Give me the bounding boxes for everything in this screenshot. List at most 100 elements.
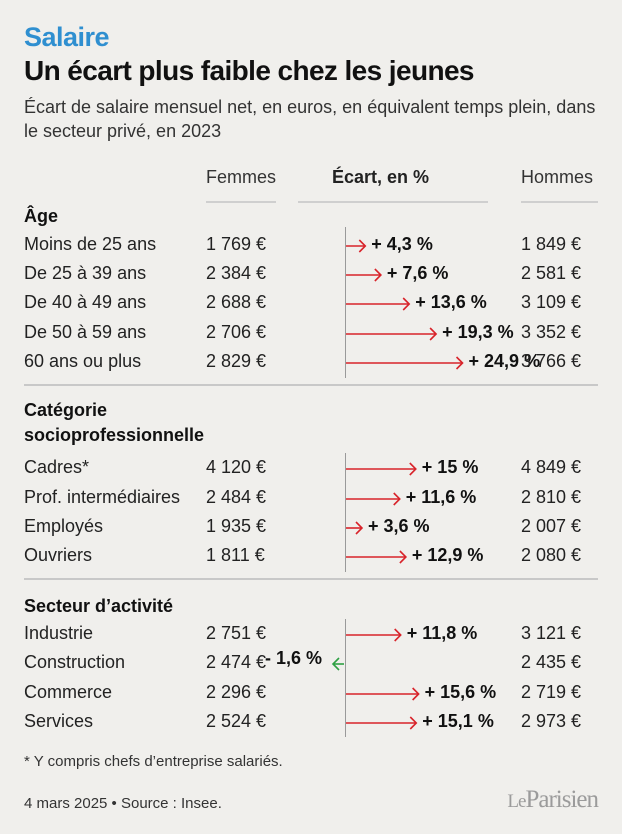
table-row: Construction 2 474 € - 1,6 % 2 435 € — [0, 648, 622, 678]
hommes-value: 1 849 € — [521, 234, 582, 254]
arrow-head — [402, 297, 411, 311]
chart-subtitle: Écart de salaire mensuel net, en euros, … — [24, 97, 596, 141]
row-label: Commerce — [24, 682, 113, 702]
ecart-label: + 13,6 % — [415, 292, 487, 312]
ecart-arrow — [346, 521, 364, 535]
table-row: Commerce 2 296 € + 15,6 % 2 719 € — [0, 678, 622, 708]
hommes-value: 3 109 € — [521, 292, 582, 312]
section-separator — [24, 384, 598, 386]
ecart-label: + 24,9 % — [468, 351, 541, 371]
hommes-value: 4 849 € — [521, 457, 582, 477]
arrow-head — [374, 268, 383, 282]
table-row: De 25 à 39 ans 2 384 € + 7,6 % 2 581 € — [0, 259, 622, 289]
section-heading: Catégorie socioprofessionnelle — [24, 400, 205, 445]
hommes-value: 3 766 € — [521, 351, 582, 371]
ecart-arrow — [346, 492, 401, 506]
femmes-value: 2 484 € — [206, 487, 267, 507]
table-row: Ouvriers 1 811 € + 12,9 % 2 080 € — [0, 541, 622, 571]
section-heading: Secteur d’activité — [24, 596, 174, 616]
hommes-value: 2 581 € — [521, 263, 582, 283]
ecart-label: + 15,6 % — [424, 682, 497, 702]
column-header-femmes: Femmes — [206, 167, 277, 187]
ecart-label: + 12,9 % — [411, 545, 484, 565]
column-header-hommes: Hommes — [521, 167, 594, 187]
zero-axis-line — [345, 453, 346, 572]
ecart-arrow — [346, 327, 438, 341]
hommes-value: 2 007 € — [521, 516, 582, 536]
ecart-label: + 3,6 % — [367, 516, 430, 536]
table-row: Employés 1 935 € + 3,6 % 2 007 € — [0, 512, 622, 542]
hommes-value: 2 810 € — [521, 487, 582, 507]
ecart-label: + 7,6 % — [386, 263, 449, 283]
row-label: Prof. intermédiaires — [24, 487, 181, 507]
table-row: Services 2 524 € + 15,1 % 2 973 € — [0, 707, 622, 737]
ecart-label: + 11,6 % — [405, 487, 477, 507]
table-row: Prof. intermédiaires 2 484 € + 11,6 % 2 810… — [0, 483, 622, 513]
zero-axis-line — [345, 619, 346, 737]
table-row: De 50 à 59 ans 2 706 € + 19,3 % 3 352 € — [0, 318, 622, 348]
row-label: Employés — [24, 516, 104, 536]
ecart-arrow — [346, 297, 411, 311]
ecart-arrow — [331, 657, 344, 671]
femmes-value: 2 751 € — [206, 623, 267, 643]
row-label: De 50 à 59 ans — [24, 322, 147, 342]
arrow-head — [355, 521, 364, 535]
arrow-head — [331, 657, 340, 671]
hommes-value: 2 435 € — [521, 652, 582, 672]
table-row: Cadres* 4 120 € + 15 % 4 849 € — [0, 453, 622, 483]
ecart-arrow — [346, 716, 418, 730]
femmes-value: 2 524 € — [206, 711, 267, 731]
arrow-head — [394, 628, 402, 642]
le-parisien-logo: LeParisien — [507, 786, 599, 813]
ecart-arrow — [346, 628, 402, 642]
ecart-arrow — [346, 687, 420, 701]
femmes-value: 1 769 € — [206, 234, 267, 254]
arrow-head — [409, 462, 417, 476]
femmes-value: 4 120 € — [206, 457, 267, 477]
arrow-head — [358, 239, 367, 253]
row-label: Industrie — [24, 623, 94, 643]
ecart-arrow — [346, 239, 367, 253]
ecart-label: + 19,3 % — [442, 322, 514, 342]
ecart-label: + 11,8 % — [406, 623, 478, 643]
arrow-head — [429, 327, 438, 341]
arrow-head — [409, 716, 418, 730]
section-heading: Âge — [24, 206, 59, 226]
femmes-value: 2 829 € — [206, 351, 267, 371]
femmes-value: 2 296 € — [206, 682, 267, 702]
table-row: De 40 à 49 ans 2 688 € + 13,6 % 3 109 € — [0, 288, 622, 318]
ecart-label: + 4,3 % — [371, 234, 433, 254]
arrow-head — [455, 356, 464, 370]
ecart-arrow — [346, 462, 417, 476]
hommes-value: 3 121 € — [521, 623, 582, 643]
table-row: 60 ans ou plus 2 829 € + 24,9 % 3 766 € — [0, 347, 622, 377]
ecart-label: + 15,1 % — [422, 711, 494, 731]
row-label: De 25 à 39 ans — [24, 263, 147, 283]
hommes-value: 2 080 € — [521, 545, 582, 565]
ecart-arrow — [346, 268, 383, 282]
arrow-head — [399, 550, 408, 564]
hommes-value: 3 352 € — [521, 322, 582, 342]
table-row: Industrie 2 751 € + 11,8 % 3 121 € — [0, 619, 622, 649]
row-label: Services — [24, 711, 94, 731]
ecart-label: - 1,6 % — [265, 648, 323, 668]
column-rule-femmes — [206, 201, 276, 203]
row-label: Moins de 25 ans — [24, 234, 157, 254]
column-rule-ecart — [298, 201, 488, 203]
femmes-value: 2 384 € — [206, 263, 267, 283]
arrow-head — [412, 687, 420, 701]
row-label: Cadres* — [24, 457, 90, 477]
row-label: Ouvriers — [24, 545, 93, 565]
ecart-label: + 15 % — [421, 457, 479, 477]
table-row: Moins de 25 ans 1 769 € + 4,3 % 1 849 € — [0, 230, 622, 260]
zero-axis-line — [345, 227, 346, 378]
femmes-value: 2 706 € — [206, 322, 267, 342]
source-line: 4 mars 2025 • Source : Insee. — [24, 795, 222, 812]
section-separator — [24, 578, 598, 580]
kicker: Salaire — [24, 22, 110, 52]
arrow-head — [393, 492, 401, 506]
footnote: * Y compris chefs d’entreprise salariés. — [24, 753, 283, 770]
femmes-value: 2 474 € — [206, 652, 267, 672]
column-rule-hommes — [521, 201, 598, 203]
row-label: Construction — [24, 652, 126, 672]
